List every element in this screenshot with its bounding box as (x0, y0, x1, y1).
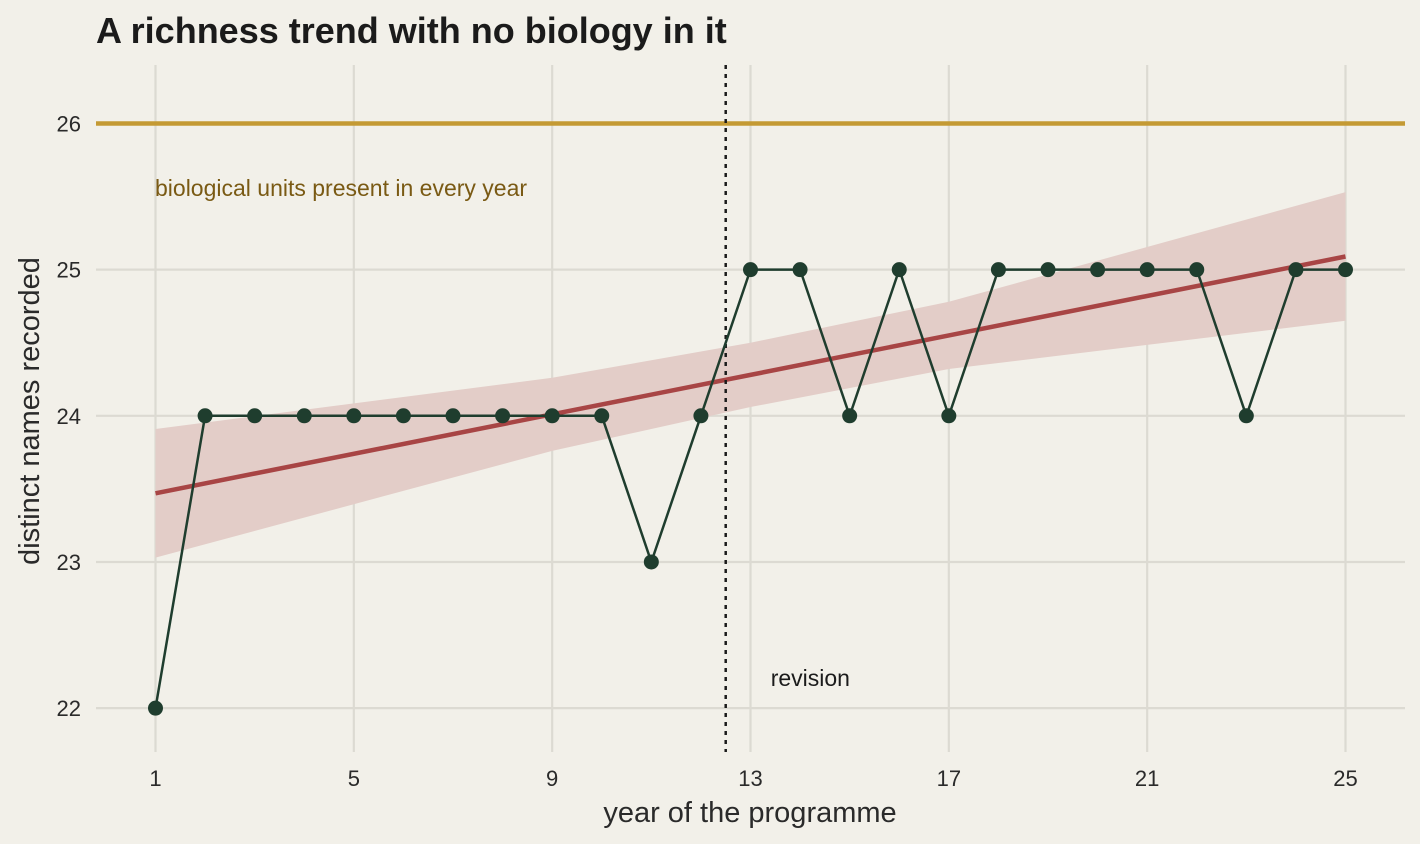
x-tick-label: 9 (546, 766, 558, 791)
data-point (1139, 262, 1155, 278)
data-point (346, 408, 362, 424)
y-tick-label: 22 (57, 696, 81, 721)
data-point (693, 408, 709, 424)
x-tick-label: 25 (1333, 766, 1357, 791)
reference-line-label: biological units present in every year (155, 175, 527, 201)
data-point (842, 408, 858, 424)
data-point (1090, 262, 1106, 278)
data-point (445, 408, 461, 424)
data-point (395, 408, 411, 424)
x-tick-label: 17 (937, 766, 961, 791)
data-point (1288, 262, 1304, 278)
revision-label: revision (771, 665, 850, 691)
data-point (891, 262, 907, 278)
y-tick-label: 26 (57, 111, 81, 136)
data-point (197, 408, 213, 424)
data-point (544, 408, 560, 424)
x-tick-label: 1 (149, 766, 161, 791)
trend-line (155, 254, 1346, 496)
data-point (594, 408, 610, 424)
data-point (1338, 262, 1353, 278)
x-tick-label: 13 (738, 766, 762, 791)
y-tick-label: 24 (57, 404, 81, 429)
data-point (1040, 262, 1056, 278)
series-layer (148, 262, 1353, 716)
y-tick-label: 25 (57, 258, 81, 283)
x-axis-title: year of the programme (603, 797, 896, 829)
data-point (941, 408, 957, 424)
data-point (1189, 262, 1205, 278)
chart-title: A richness trend with no biology in it (96, 10, 727, 51)
y-axis-title: distinct names recorded (14, 257, 46, 565)
trend-line-layer (155, 254, 1346, 496)
data-point (990, 262, 1006, 278)
data-point (1238, 408, 1254, 424)
data-point (792, 262, 808, 278)
data-point (495, 408, 511, 424)
y-tick-labels: 22 23 24 25 26 (57, 111, 81, 721)
data-point (247, 408, 263, 424)
data-point (296, 408, 312, 424)
x-tick-label: 5 (348, 766, 360, 791)
x-tick-label: 21 (1135, 766, 1159, 791)
data-point (643, 554, 659, 570)
y-tick-label: 23 (57, 550, 81, 575)
x-tick-labels: 1 5 9 13 17 21 25 (149, 766, 1357, 791)
data-point (743, 262, 758, 278)
data-point (148, 700, 163, 716)
